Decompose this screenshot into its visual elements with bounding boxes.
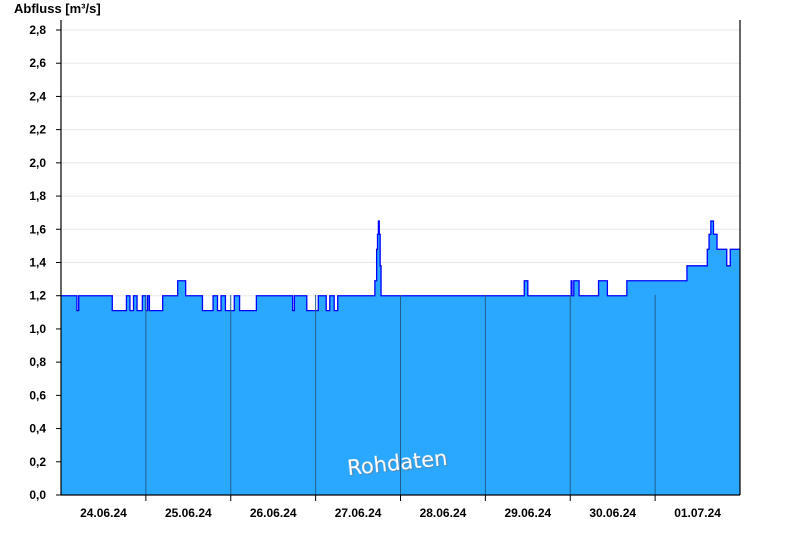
axes: 0,0 0,2 0,4 0,6 0,8 1,0 1,2 1,4 1,6 1,8 2,0 2,2 2,4 2… [29,20,741,520]
y-tick-label: 2,6 [29,56,46,70]
y-tick-label: 2,4 [29,89,46,103]
y-tick-label: 0,4 [29,422,46,436]
y-tick-label: 2,8 [29,23,46,37]
x-tick-label: 25.06.24 [165,506,212,520]
y-tick-label: 1,8 [29,189,46,203]
y-tick-label: 0,6 [29,388,46,402]
x-tick-label: 28.06.24 [420,506,467,520]
x-tick-label: 30.06.24 [589,506,636,520]
y-tick-label: 1,0 [29,322,46,336]
day-lines [145,295,656,495]
y-tick-label: 2,0 [29,156,46,170]
y-tick-label: 0,0 [29,488,46,502]
y-tick-label: 1,2 [29,289,46,303]
y-tick-label: 2,2 [29,123,46,137]
x-tick-label: 24.06.24 [80,506,127,520]
y-tick-label: 0,2 [29,455,46,469]
y-tick-label: 0,8 [29,355,46,369]
y-tick-label: 1,4 [29,256,46,270]
y-axis-label: Abfluss [m³/s] [14,1,101,16]
x-tick-label: 01.07.24 [674,506,721,520]
x-tick-label: 27.06.24 [335,506,382,520]
y-tick-label: 1,6 [29,222,46,236]
x-tick-label: 29.06.24 [504,506,551,520]
x-tick-label: 26.06.24 [250,506,297,520]
